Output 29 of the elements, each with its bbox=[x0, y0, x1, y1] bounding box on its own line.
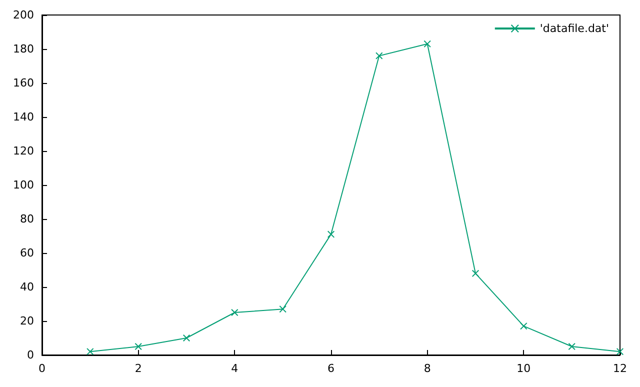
point bbox=[472, 270, 479, 277]
y-tick-label: 120 bbox=[13, 144, 34, 158]
x-tick-label: 6 bbox=[328, 362, 334, 375]
x-tick-label: 12 bbox=[613, 362, 627, 375]
y-tick-label: 160 bbox=[13, 76, 34, 90]
y-tick-label: 200 bbox=[13, 8, 34, 22]
x-tick-label: 8 bbox=[424, 362, 431, 375]
legend-label: 'datafile.dat' bbox=[540, 22, 610, 35]
y-tick-label: 140 bbox=[13, 110, 34, 124]
y-tick-label: 60 bbox=[20, 246, 34, 260]
point bbox=[183, 334, 190, 342]
point bbox=[424, 40, 431, 48]
y-tick-label: 40 bbox=[20, 280, 34, 294]
y-tick-label: 180 bbox=[13, 42, 34, 56]
point bbox=[231, 309, 238, 316]
x-tick-label: 0 bbox=[38, 362, 46, 375]
point bbox=[376, 52, 383, 60]
point bbox=[86, 348, 94, 356]
y-tick-label: 20 bbox=[20, 314, 34, 328]
point bbox=[134, 343, 142, 350]
point bbox=[568, 343, 576, 350]
x-tick-label: 4 bbox=[231, 362, 238, 375]
x-tick-label: 10 bbox=[516, 362, 531, 375]
point bbox=[520, 322, 528, 330]
point bbox=[279, 306, 286, 313]
y-tick-label: 80 bbox=[20, 212, 34, 226]
x-tick-label: 2 bbox=[134, 362, 142, 375]
y-tick-label: 100 bbox=[13, 178, 34, 192]
y-tick-label: 0 bbox=[27, 348, 34, 362]
